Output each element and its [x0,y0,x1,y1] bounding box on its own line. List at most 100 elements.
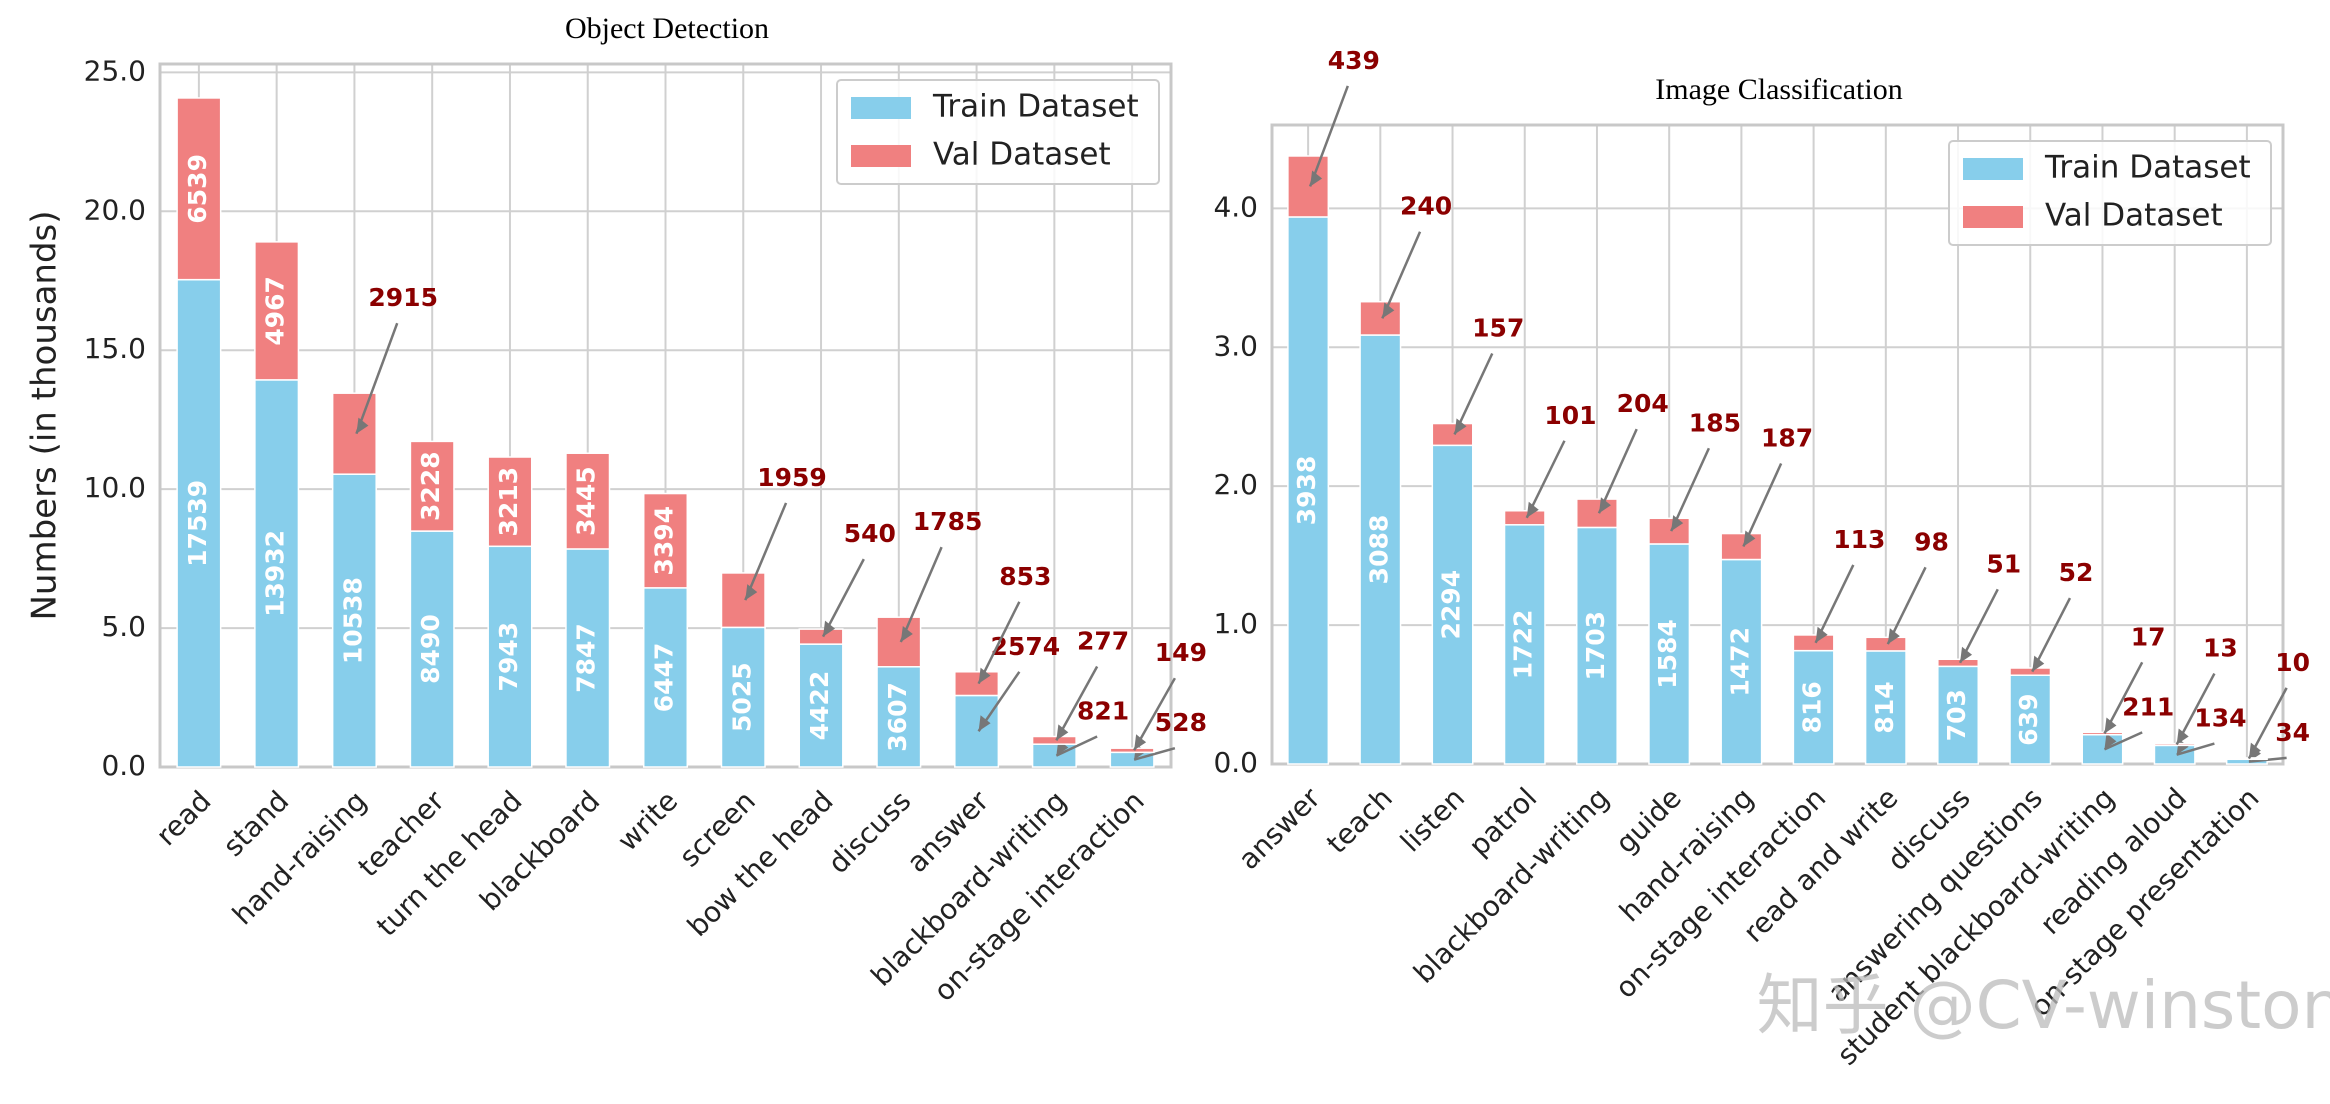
arrow-head [1134,734,1147,751]
bar-segment [2009,667,2052,676]
value-label: 1584 [1653,619,1682,689]
value-label: 204 [1617,389,1669,418]
x-tick-label: answer [1232,781,1327,876]
annotation-arrow [1814,564,1855,644]
bar-segment [331,392,377,475]
bar-segment [1792,634,1835,652]
bar-segment [176,97,222,281]
bar-segment [331,473,377,768]
arrow-head [1382,302,1395,319]
value-label: 13932 [261,530,290,617]
annotation-arrow [1525,440,1566,519]
bar-segment [1648,543,1691,765]
value-label: 5025 [727,662,756,732]
annotation-arrow [977,601,1021,685]
y-tick-label: 5.0 [101,610,146,643]
value-label: 51 [1986,549,2021,578]
bar-segment [1720,532,1763,561]
bar-segment [1864,650,1907,765]
bar-segment [1864,636,1907,652]
bar-segment [798,628,844,645]
arrow-head [2176,728,2189,745]
x-tick-label: read [150,784,218,852]
bar-segment [876,666,922,768]
chart-title: Image Classification [1655,73,1902,106]
y-tick-label: 25.0 [84,54,146,87]
annotation-arrow [1886,566,1927,645]
x-tick-label: teach [1320,781,1399,860]
value-label: 3228 [416,451,445,521]
arrow-head [2032,655,2045,672]
annotation-arrow [1670,447,1711,532]
bar-segment [2009,674,2052,765]
y-tick-label: 10.0 [84,471,146,504]
annotation-arrow [1055,665,1099,741]
value-label: 703 [1942,689,1971,741]
y-tick-label: 1.0 [1213,607,1258,640]
bar-segment [2081,731,2124,736]
bar-segment [954,694,1000,768]
y-tick-label: 3.0 [1213,329,1258,362]
bar-segment [798,643,844,768]
bar-segment [1109,747,1155,754]
value-label: 814 [1870,681,1899,733]
value-label: 439 [1328,46,1380,75]
y-tick-label: 0.0 [101,749,146,782]
annotation-arrow [1133,746,1176,761]
value-label: 1472 [1725,627,1754,697]
value-label: 98 [1914,527,1949,556]
value-label: 3938 [1292,456,1321,526]
value-label: 8490 [416,614,445,684]
annotation-arrow [1742,463,1783,548]
value-label: 240 [1400,192,1452,221]
arrow-head [978,715,991,732]
value-label: 149 [1155,638,1207,667]
bar-segment [2081,733,2124,765]
value-label: 3445 [572,466,601,536]
value-label: 277 [1077,626,1129,655]
value-label: 13 [2203,634,2238,663]
value-label: 6539 [183,154,212,224]
annotation-arrow [1597,428,1638,514]
arrow-head [1743,530,1756,547]
annotation-arrow [2176,742,2215,756]
y-tick-label: 20.0 [84,193,146,226]
value-label: 113 [1833,525,1885,554]
value-label: 853 [999,562,1051,591]
x-tick-label: hand-raising [226,784,373,931]
bar-segment [1431,444,1474,765]
x-tick-label: listen [1394,781,1471,858]
legend-swatch [1963,158,2023,180]
legend-label: Val Dataset [933,137,1111,173]
value-label: 528 [1155,708,1207,737]
watermark: 知乎 @CV-winston [1757,967,2330,1044]
value-label: 134 [2194,704,2246,733]
arrow-head [1056,724,1069,741]
arrow-head [1310,170,1323,187]
bar-segment [876,616,922,668]
value-label: 185 [1689,408,1741,437]
bar-segment [2153,744,2196,765]
value-label: 1785 [913,507,983,536]
arrow-head [356,417,369,434]
value-label: 101 [1544,401,1596,430]
arrow-head [2176,738,2189,755]
bar-segment [1031,735,1077,745]
annotation-arrow [1453,352,1494,435]
bar-segment [487,456,533,548]
value-label: 34 [2275,718,2310,747]
arrow-head [2104,717,2117,734]
x-tick-label: write [611,784,684,857]
legend-swatch [851,145,911,167]
bar-segment [1792,649,1835,765]
bar-segment [642,587,689,768]
bar-segment [1503,510,1546,526]
bar-segment [176,278,222,768]
arrow-head [745,584,758,601]
value-label: 10 [2275,648,2310,677]
arrow-head [1598,497,1611,514]
annotation-arrow [1381,231,1422,319]
bar-segment [254,241,300,381]
value-label: 821 [1077,696,1129,725]
value-label: 2294 [1437,570,1466,640]
